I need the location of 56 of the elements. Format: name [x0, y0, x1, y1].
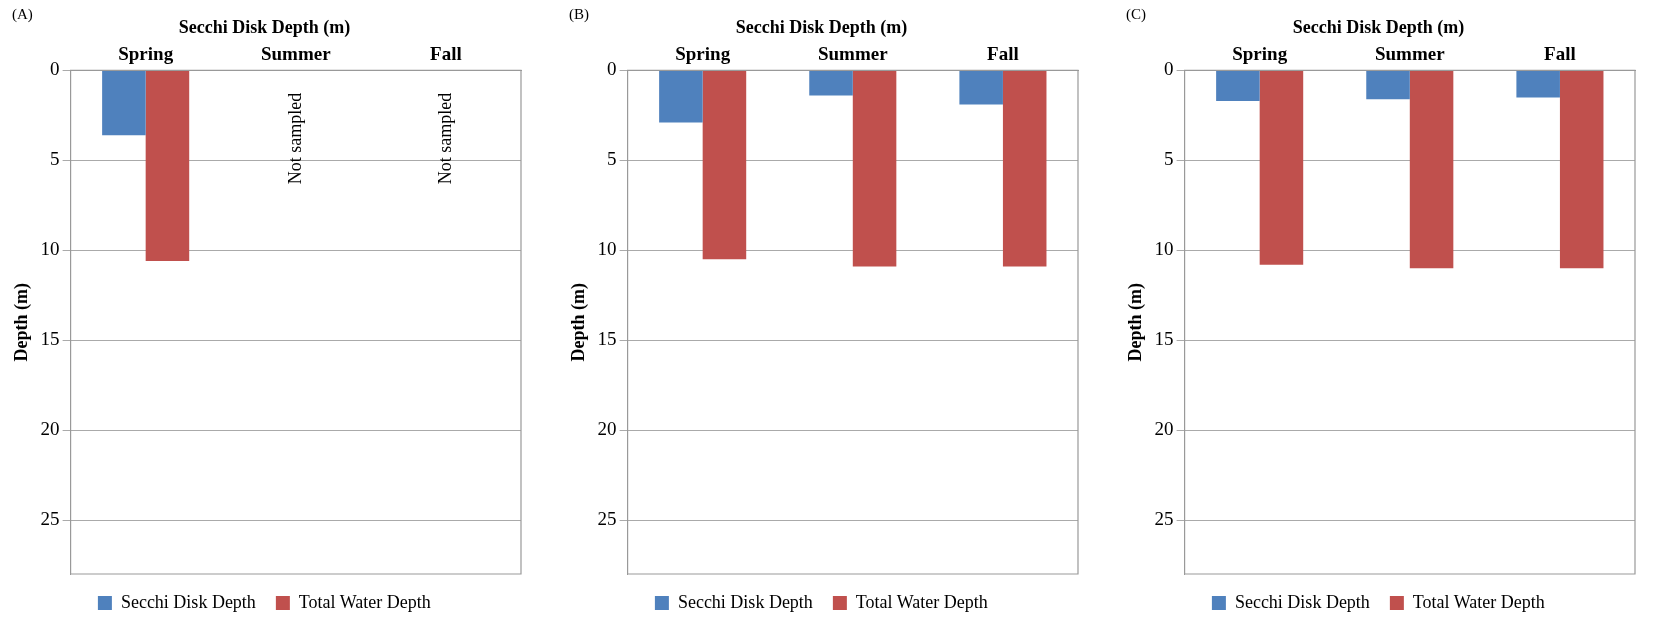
- y-tick-label: 25: [40, 508, 60, 530]
- legend-label: Total Water Depth: [298, 591, 431, 612]
- y-tick-label: 25: [597, 508, 617, 530]
- y-tick-label: 15: [597, 328, 617, 350]
- y-tick-label: 5: [50, 148, 60, 170]
- bar: [809, 70, 853, 96]
- chart-title: Secchi Disk Depth (m): [1292, 17, 1465, 39]
- text: (B): [569, 6, 589, 24]
- x-tick-label: Fall: [430, 42, 462, 64]
- x-tick-label: Spring: [675, 42, 731, 64]
- bar: [702, 70, 747, 260]
- legend-label: Secchi Disk Depth: [1234, 591, 1370, 612]
- y-tick-label: 10: [597, 238, 617, 260]
- bar: [1002, 70, 1047, 267]
- bar: [1409, 70, 1454, 269]
- y-tick-label: 15: [1154, 328, 1174, 350]
- y-tick-label: 5: [1164, 148, 1174, 170]
- bar: [1559, 70, 1604, 269]
- x-tick-label: Summer: [260, 42, 332, 64]
- y-tick-label: 10: [40, 238, 60, 260]
- bar: [1366, 70, 1410, 100]
- chart-title: Secchi Disk Depth (m): [735, 17, 908, 39]
- legend-label: Secchi Disk Depth: [677, 591, 813, 612]
- x-tick-label: Summer: [1374, 42, 1446, 64]
- text: (C): [1126, 6, 1146, 24]
- x-tick-label: Spring: [1232, 42, 1288, 64]
- y-axis-title: Depth (m): [568, 282, 590, 362]
- y-tick-label: 15: [40, 328, 60, 350]
- bar: [1516, 70, 1560, 98]
- x-tick-label: Fall: [987, 42, 1019, 64]
- bar: [659, 70, 703, 123]
- y-tick-label: 20: [40, 418, 60, 440]
- y-tick-label: 10: [1154, 238, 1174, 260]
- legend-label: Total Water Depth: [855, 591, 988, 612]
- bar: [852, 70, 897, 267]
- y-tick-label: 5: [607, 148, 617, 170]
- y-tick-label: 20: [597, 418, 617, 440]
- y-tick-label: 0: [1164, 58, 1174, 80]
- annotation: Not sampled: [284, 92, 305, 185]
- x-tick-label: Spring: [118, 42, 174, 64]
- y-tick-label: 0: [607, 58, 617, 80]
- x-tick-label: Fall: [1544, 42, 1576, 64]
- y-axis-title: Depth (m): [11, 282, 33, 362]
- legend-label: Secchi Disk Depth: [120, 591, 256, 612]
- annotation: Not sampled: [434, 92, 455, 185]
- y-tick-label: 0: [50, 58, 60, 80]
- bar: [1216, 70, 1260, 101]
- y-tick-label: 20: [1154, 418, 1174, 440]
- chart-title: Secchi Disk Depth (m): [178, 17, 351, 39]
- legend-label: Total Water Depth: [1412, 591, 1545, 612]
- y-axis-title: Depth (m): [1125, 282, 1147, 362]
- y-tick-label: 25: [1154, 508, 1174, 530]
- text: (A): [12, 6, 33, 24]
- bar: [959, 70, 1003, 105]
- bar: [1259, 70, 1304, 265]
- x-tick-label: Summer: [817, 42, 889, 64]
